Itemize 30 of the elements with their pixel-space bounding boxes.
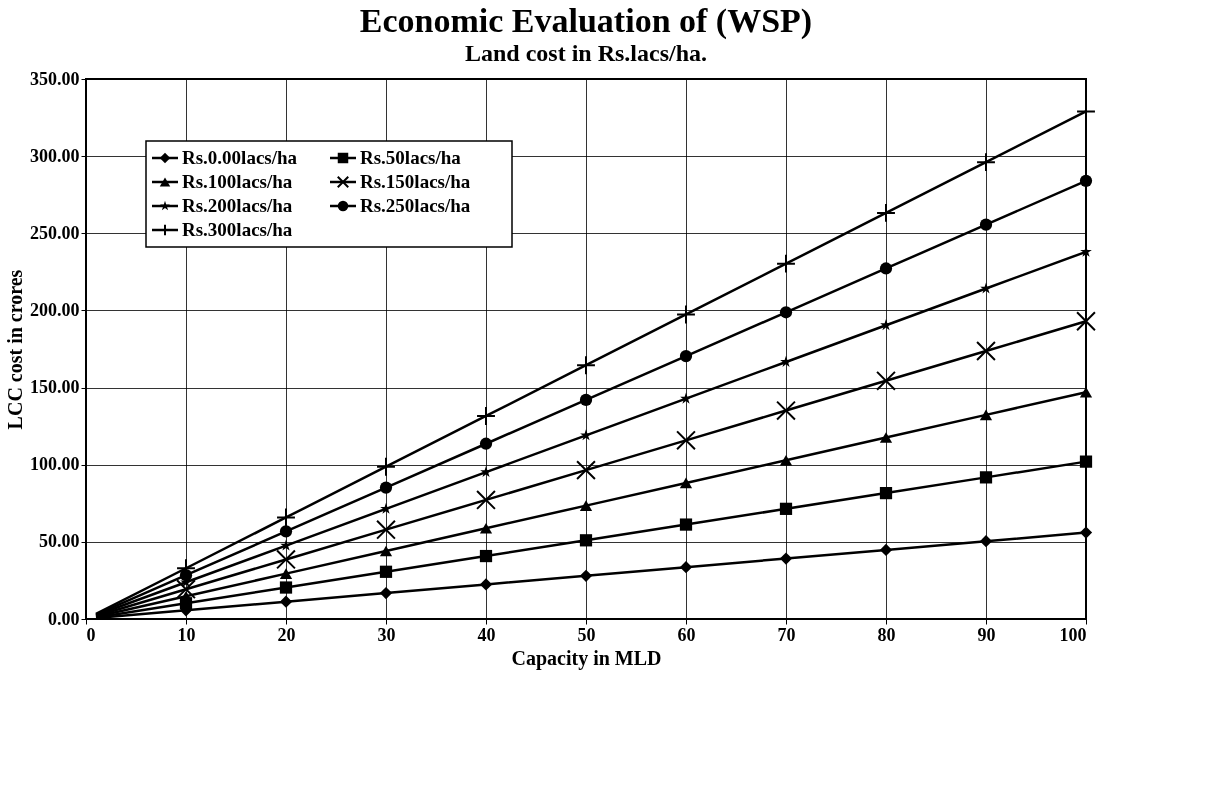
y-tick-label: 100.00 [30,454,80,475]
legend-label: Rs.0.00lacs/ha [182,147,298,168]
x-tick-label: 30 [377,624,396,645]
x-tick-label: 10 [177,624,196,645]
legend-label: Rs.300lacs/ha [182,219,293,240]
x-tick-label: 0 [86,624,96,645]
y-tick-label: 350.00 [30,68,80,89]
legend-label: Rs.200lacs/ha [182,195,293,216]
y-tick-label: 250.00 [30,222,80,243]
legend-label: Rs.250lacs/ha [360,195,471,216]
x-tick-label: 100 [1059,624,1087,645]
chart-title: Economic Evaluation of (WSP) [359,2,813,40]
y-tick-label: 200.00 [30,299,80,320]
x-tick-label: 70 [777,624,796,645]
x-axis-title: Capacity in MLD [511,646,662,670]
y-axis-title: LCC cost in crores [4,269,26,430]
x-tick-label: 20 [277,624,296,645]
y-tick-label: 150.00 [30,377,80,398]
legend-label: Rs.150lacs/ha [360,171,471,192]
x-tick-label: 40 [477,624,496,645]
y-tick-label: 0.00 [48,608,80,629]
legend-label: Rs.50lacs/ha [360,147,462,168]
x-tick-label: 90 [977,624,996,645]
chart-subtitle: Land cost in Rs.lacs/ha. [464,40,708,66]
x-tick-label: 50 [577,624,596,645]
y-tick-label: 50.00 [39,531,80,552]
legend-label: Rs.100lacs/ha [182,171,293,192]
y-tick-label: 300.00 [30,145,80,166]
x-tick-label: 80 [877,624,896,645]
x-tick-label: 60 [677,624,696,645]
